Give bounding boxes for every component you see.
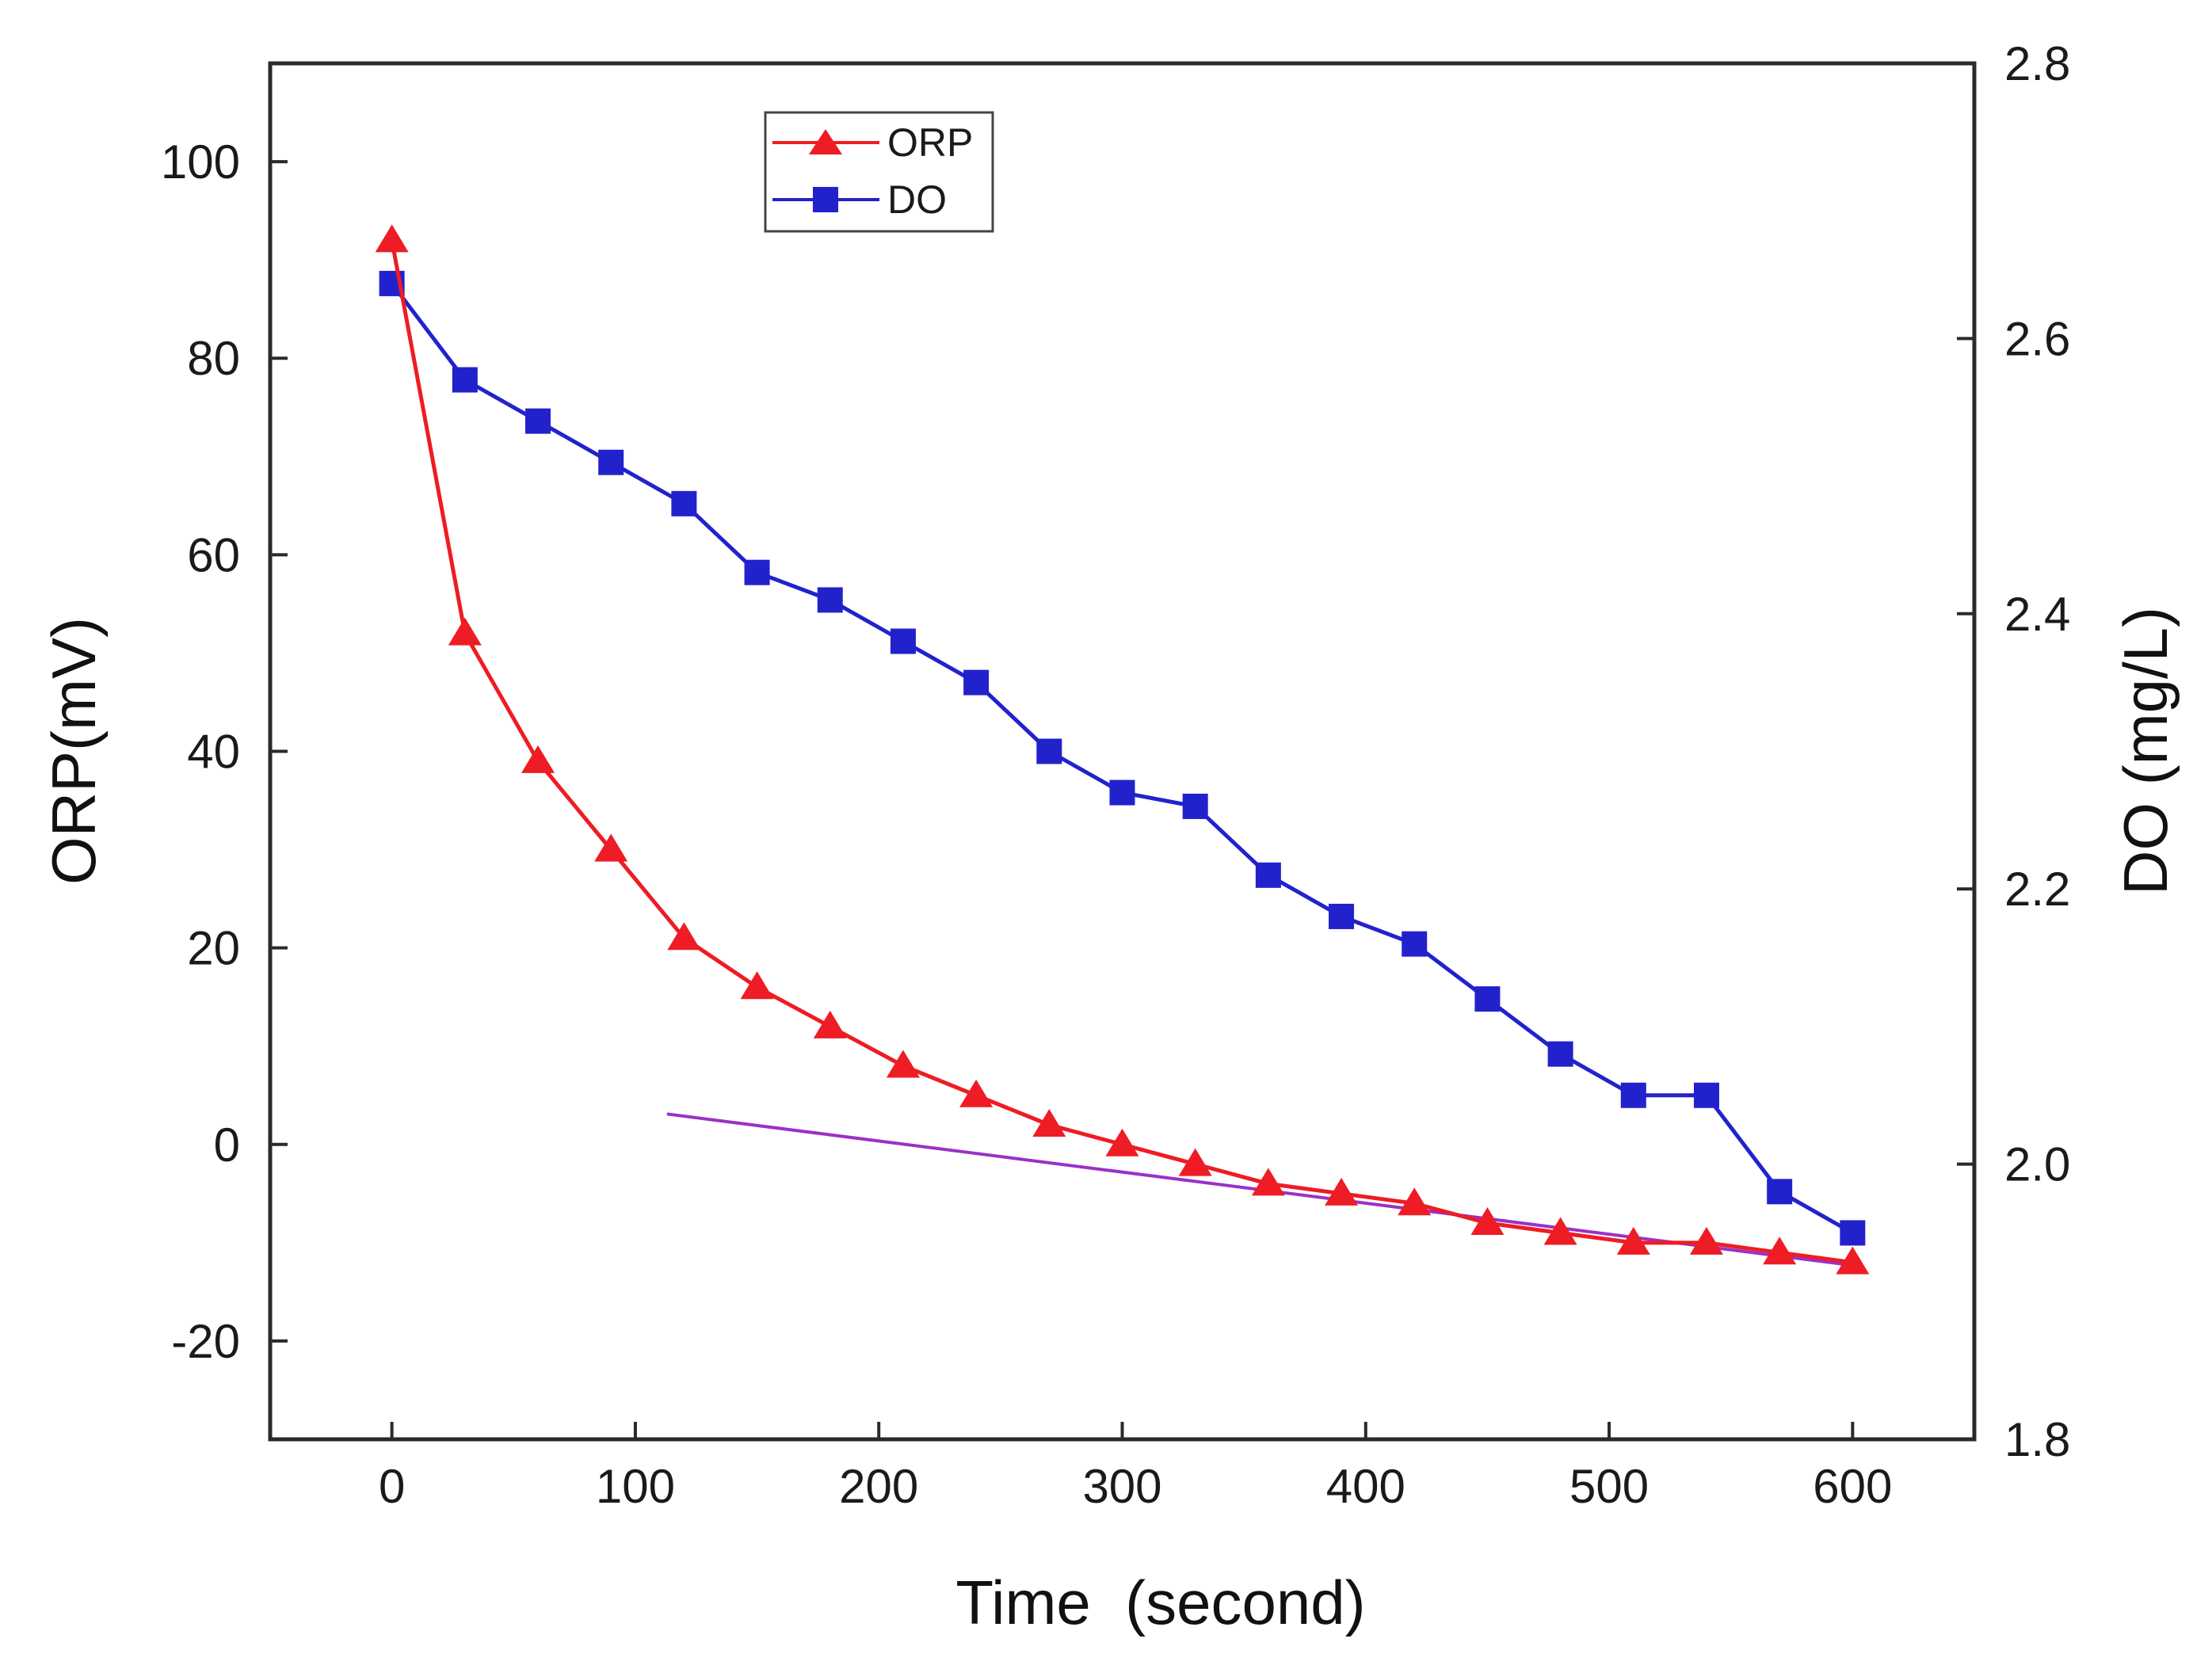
legend-box: [764, 111, 994, 233]
orp-point: [886, 1050, 920, 1078]
x-tick-label: 300: [1082, 1460, 1161, 1513]
do-point: [671, 490, 697, 516]
orp-point: [1105, 1128, 1139, 1156]
orp-point: [740, 971, 774, 1000]
orp-point: [1616, 1226, 1650, 1255]
orp-point: [1543, 1217, 1577, 1245]
y-left-tick-label: 40: [187, 726, 240, 779]
orp-point: [813, 1010, 847, 1038]
do-point: [1255, 862, 1281, 888]
do-point: [1840, 1220, 1866, 1246]
do-point: [1182, 793, 1208, 819]
plot-layer: [375, 224, 1870, 1275]
y-left-tick-label: -20: [171, 1315, 240, 1368]
orp-point: [1763, 1237, 1797, 1265]
orp-point: [959, 1079, 993, 1107]
y-right-tick-label: 2.2: [2004, 863, 2070, 916]
do-point: [1620, 1082, 1646, 1108]
do-point: [452, 367, 478, 393]
orp-point: [667, 922, 701, 951]
orp-point: [1251, 1168, 1285, 1196]
do-point: [744, 559, 770, 585]
x-tick-label: 0: [379, 1460, 405, 1513]
do-point: [1329, 903, 1355, 929]
orp-point: [1836, 1246, 1870, 1275]
orp-point: [448, 617, 482, 646]
x-tick-label: 200: [839, 1460, 918, 1513]
orp-point: [1325, 1177, 1359, 1206]
orp-series-line: [390, 239, 1853, 1265]
orp-point: [1398, 1187, 1432, 1216]
y-right-tick-label: 1.8: [2004, 1413, 2070, 1466]
do-point: [1547, 1041, 1573, 1067]
y-right-tick-label: 2.0: [2004, 1138, 2070, 1191]
orp-point: [1470, 1207, 1505, 1236]
x-tick-label: 100: [596, 1460, 675, 1513]
orp-point: [1032, 1108, 1066, 1137]
y-right-axis-title: DO (mg/L): [2111, 607, 2180, 895]
y-left-tick-label: 80: [187, 332, 240, 385]
do-point: [1767, 1179, 1793, 1205]
y-left-tick-label: 20: [187, 922, 240, 975]
x-axis-title: Time (second): [955, 1568, 1365, 1637]
orp-point: [375, 224, 409, 253]
x-tick-label: 600: [1813, 1460, 1892, 1513]
legend-label-do: DO: [887, 177, 947, 222]
do-point: [890, 628, 916, 654]
orp-point: [1178, 1148, 1212, 1176]
plot-frame: [268, 61, 1977, 1442]
y-left-axis-title: ORP(mV): [39, 617, 109, 885]
y-right-tick-label: 2.8: [2004, 37, 2070, 90]
x-tick-label: 500: [1569, 1460, 1649, 1513]
do-point: [1402, 931, 1428, 957]
do-point: [1474, 986, 1501, 1012]
do-point: [963, 669, 990, 695]
ticks-layer: 0 100 200 300 400 500 600 -20 0 20 40 60 80 100 1.8 2.0…: [161, 37, 2071, 1513]
orp-point: [521, 745, 555, 773]
orp-point: [594, 833, 628, 862]
y-left-tick-label: 100: [161, 135, 240, 189]
do-point: [1036, 738, 1062, 764]
y-left-tick-label: 60: [187, 528, 240, 581]
do-point: [525, 408, 551, 434]
legend-label-orp: ORP: [887, 120, 973, 165]
do-point: [1109, 779, 1135, 806]
y-right-tick-label: 2.4: [2004, 588, 2070, 641]
y-left-tick-label: 0: [214, 1118, 240, 1172]
legend-marker-orp: [809, 129, 842, 154]
legend-marker-do: [813, 187, 838, 212]
orp-point: [1689, 1226, 1723, 1255]
do-point: [1693, 1082, 1719, 1108]
x-tick-label: 400: [1326, 1460, 1405, 1513]
legend: ORP DO: [764, 111, 994, 233]
do-point: [598, 449, 624, 475]
do-point: [817, 587, 843, 613]
y-right-tick-label: 2.6: [2004, 312, 2070, 365]
